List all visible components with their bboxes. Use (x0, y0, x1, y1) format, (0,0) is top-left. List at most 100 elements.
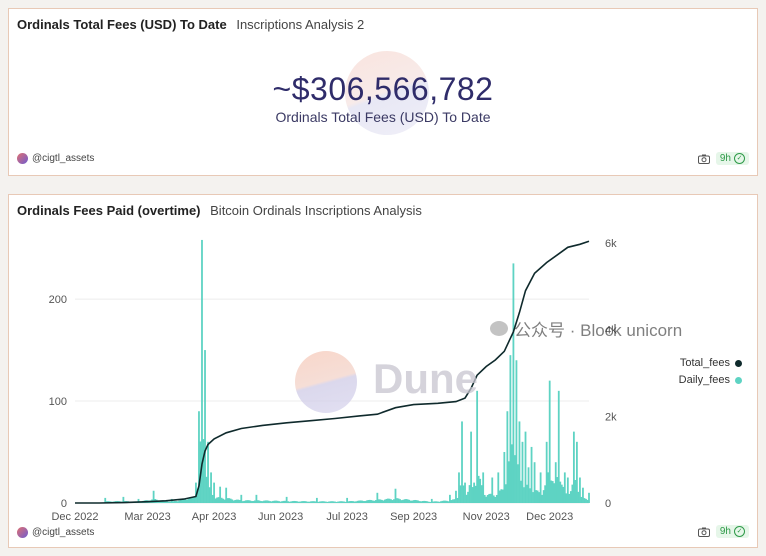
daily-fees-bar (193, 497, 196, 503)
daily-fees-bar (411, 500, 414, 503)
daily-fees-bar (166, 501, 169, 503)
fees-chart: 0 100 200 0 2k 4k 6k Dec 2022 Mar 2023 Apr 2023 Ju… (49, 238, 617, 523)
daily-fees-bar (332, 501, 335, 503)
daily-fees-bar (258, 500, 261, 503)
daily-fees-bar (442, 500, 445, 503)
counter-card-subtitle[interactable]: Inscriptions Analysis 2 (236, 17, 365, 32)
daily-fees-bar (576, 441, 578, 503)
age-badge[interactable]: 9h ✓ (715, 525, 749, 538)
daily-fees-bar (562, 486, 565, 503)
daily-fees-bar (279, 501, 282, 503)
daily-fees-bar (447, 501, 450, 503)
daily-fees-bar (497, 472, 500, 503)
counter-card-header: Ordinals Total Fees (USD) To Date Inscri… (17, 17, 364, 32)
daily-fees-bar (547, 472, 550, 503)
daily-fees-bar (184, 499, 187, 503)
legend-item-daily-fees[interactable]: Daily_fees (679, 372, 742, 389)
age-badge[interactable]: 9h ✓ (715, 152, 749, 165)
daily-fees-bar (417, 500, 420, 503)
daily-fees-bar (486, 495, 489, 503)
daily-fees-bar (464, 482, 466, 503)
daily-fees-bar (588, 492, 590, 503)
daily-fees-bar (465, 494, 468, 503)
daily-fees-bar (456, 497, 459, 503)
daily-fees-bar (580, 496, 583, 503)
daily-fees-bar (406, 499, 409, 503)
daily-fees-bar (178, 500, 181, 503)
daily-fees-bar (532, 492, 534, 503)
daily-fees-bar (506, 411, 509, 503)
daily-fees-bar (302, 501, 305, 503)
daily-fees-bar (438, 501, 441, 503)
legend-label-total-fees: Total_fees (679, 357, 730, 369)
daily-fees-bar (315, 497, 318, 503)
daily-fees-bar (244, 500, 247, 503)
daily-fees-bar (167, 501, 170, 503)
daily-fees-bar (491, 477, 494, 503)
author-name[interactable]: @cigtl_assets (32, 527, 95, 538)
daily-fees-bar (211, 494, 214, 503)
wechat-watermark-text: 公众号 · Block unicorn (514, 321, 683, 340)
daily-fees-bar (582, 487, 584, 503)
daily-fees-bar (338, 501, 341, 503)
daily-fees-bar (424, 500, 427, 503)
daily-fees-bar (163, 500, 166, 503)
daily-fees-bar (387, 498, 389, 503)
daily-fees-bar (299, 501, 302, 503)
daily-fees-bar (322, 501, 324, 503)
daily-fees-bar (319, 501, 321, 503)
daily-fees-bar (235, 499, 238, 503)
avatar (17, 153, 28, 164)
daily-fees-bar (210, 472, 212, 503)
legend-item-total-fees[interactable]: Total_fees (679, 355, 742, 372)
daily-fees-bar (585, 498, 587, 503)
chart-legend: Total_fees Daily_fees (679, 355, 742, 389)
camera-icon[interactable] (697, 527, 710, 537)
daily-fees-bar (250, 501, 253, 503)
daily-fees-bar (228, 498, 231, 503)
daily-fees-bar (353, 501, 356, 503)
daily-fees-bar (527, 467, 530, 503)
daily-fees-bar (273, 500, 276, 503)
wechat-watermark: 公众号 · Block unicorn (490, 316, 682, 341)
daily-fees-bar (349, 501, 352, 503)
chart-card-author[interactable]: @cigtl_assets (17, 527, 94, 538)
daily-fees-bar (485, 496, 488, 503)
daily-fees-bar (565, 493, 568, 503)
author-name[interactable]: @cigtl_assets (32, 153, 95, 164)
daily-fees-bar (217, 497, 220, 503)
daily-fees-bar (444, 500, 447, 503)
daily-fees-bar (303, 501, 306, 503)
daily-fees-bar (453, 499, 456, 503)
daily-fees-bar (501, 489, 504, 503)
daily-fees-bar (192, 496, 194, 503)
daily-fees-bar (182, 498, 185, 503)
daily-fees-bar (278, 501, 280, 503)
daily-fees-bar (164, 500, 167, 503)
daily-fees-bar (504, 484, 507, 503)
chart-card-title[interactable]: Ordinals Fees Paid (overtime) (17, 203, 201, 218)
daily-fees-bar (488, 493, 491, 503)
daily-fees-bar (397, 498, 400, 503)
daily-fees-bar (439, 501, 442, 503)
daily-fees-bar (122, 496, 125, 503)
right-axis-tick-label: 4k (605, 325, 617, 337)
daily-fees-bar (362, 501, 365, 503)
daily-fees-bar (374, 500, 377, 503)
x-axis-tick-label: Nov 2023 (463, 511, 510, 523)
check-icon: ✓ (734, 153, 745, 164)
chart-card-subtitle[interactable]: Bitcoin Ordinals Inscriptions Analysis (210, 203, 422, 218)
daily-fees-bar (470, 431, 472, 503)
daily-fees-bar (436, 501, 439, 503)
daily-fees-bar (220, 497, 223, 503)
daily-fees-bar (187, 498, 190, 503)
counter-card-title[interactable]: Ordinals Total Fees (USD) To Date (17, 17, 227, 32)
daily-fees-bar (388, 498, 391, 503)
daily-fees-bar (237, 499, 240, 503)
counter-card-author[interactable]: @cigtl_assets (17, 153, 94, 164)
daily-fees-bar (529, 488, 531, 503)
daily-fees-bar (390, 499, 392, 503)
daily-fees-bar (305, 501, 308, 503)
camera-icon[interactable] (697, 154, 710, 164)
daily-fees-bar (320, 501, 323, 503)
